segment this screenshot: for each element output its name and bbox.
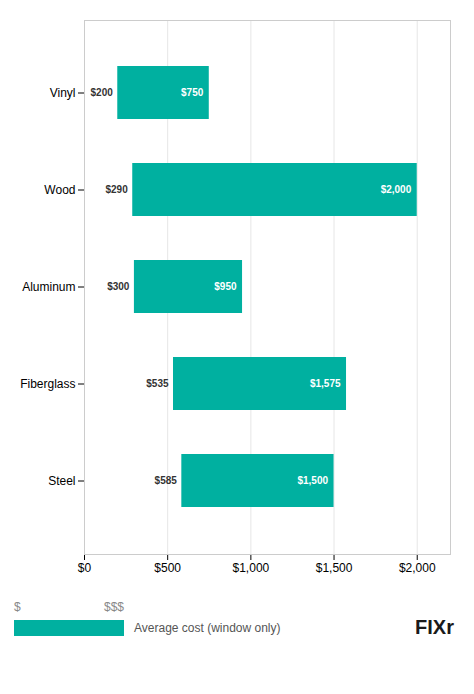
svg-text:$300: $300: [107, 281, 130, 292]
html-text:FIXr: FIXr: [415, 616, 454, 638]
svg-text:$1,500: $1,500: [316, 561, 353, 575]
svg-text:$1,575: $1,575: [310, 378, 341, 389]
svg-text:Wood: Wood: [44, 183, 75, 197]
svg-text:Steel: Steel: [48, 474, 75, 488]
svg-text:$1,500: $1,500: [297, 475, 328, 486]
svg-text:$950: $950: [214, 281, 237, 292]
svg-text:$2,000: $2,000: [381, 184, 412, 195]
svg-text:$500: $500: [154, 561, 181, 575]
svg-text:$0: $0: [78, 561, 92, 575]
svg-text:$2,000: $2,000: [399, 561, 436, 575]
svg-text:$585: $585: [155, 475, 178, 486]
svg-text:Vinyl: Vinyl: [50, 86, 76, 100]
svg-text:Fiberglass: Fiberglass: [20, 377, 75, 391]
html-text:Average cost (window only): Average cost (window only): [134, 621, 281, 635]
svg-text:Aluminum: Aluminum: [22, 280, 75, 294]
svg-text:$290: $290: [105, 184, 128, 195]
svg-text:$750: $750: [181, 87, 204, 98]
svg-text:$1,000: $1,000: [233, 561, 270, 575]
svg-text:$535: $535: [146, 378, 169, 389]
svg-text:$200: $200: [91, 87, 114, 98]
